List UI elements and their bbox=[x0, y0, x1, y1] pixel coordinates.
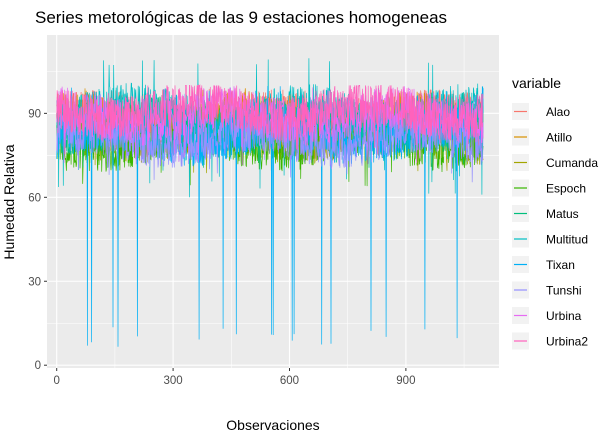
legend-label: Matus bbox=[546, 207, 579, 221]
chart-title: Series metorológicas de las 9 estaciones… bbox=[35, 8, 447, 27]
legend-label: Urbina bbox=[546, 309, 582, 323]
legend-label: Atillo bbox=[546, 131, 572, 145]
legend-label: Urbina2 bbox=[546, 335, 588, 349]
legend-label: Alao bbox=[546, 105, 570, 119]
y-tick-label: 30 bbox=[28, 276, 41, 288]
series-line-urbina2 bbox=[56, 84, 484, 155]
y-tick-label: 90 bbox=[28, 108, 41, 120]
series-lines bbox=[56, 58, 484, 347]
legend-label: Espoch bbox=[546, 182, 586, 196]
y-tick-label: 60 bbox=[28, 192, 41, 204]
x-tick-label: 300 bbox=[164, 375, 183, 387]
axis-ticks: 0 300 600 900 0 30 60 90 bbox=[28, 108, 415, 387]
x-axis-title: Observaciones bbox=[226, 417, 319, 433]
legend-label: Tunshi bbox=[546, 284, 582, 298]
y-tick-label: 0 bbox=[35, 360, 41, 372]
legend-label: Cumanda bbox=[546, 156, 598, 170]
x-tick-label: 600 bbox=[280, 375, 299, 387]
y-axis-title: Humedad Relativa bbox=[1, 144, 17, 259]
legend-label: Tixan bbox=[546, 258, 575, 272]
x-tick-label: 900 bbox=[396, 375, 415, 387]
x-tick-label: 0 bbox=[53, 375, 59, 387]
legend-label: Multitud bbox=[546, 233, 588, 247]
legend-title: variable bbox=[512, 75, 561, 91]
series-line-tunshi bbox=[56, 94, 484, 183]
legend: Alao Atillo Cumanda Espoch Matus Multitud Tixa… bbox=[512, 103, 598, 350]
